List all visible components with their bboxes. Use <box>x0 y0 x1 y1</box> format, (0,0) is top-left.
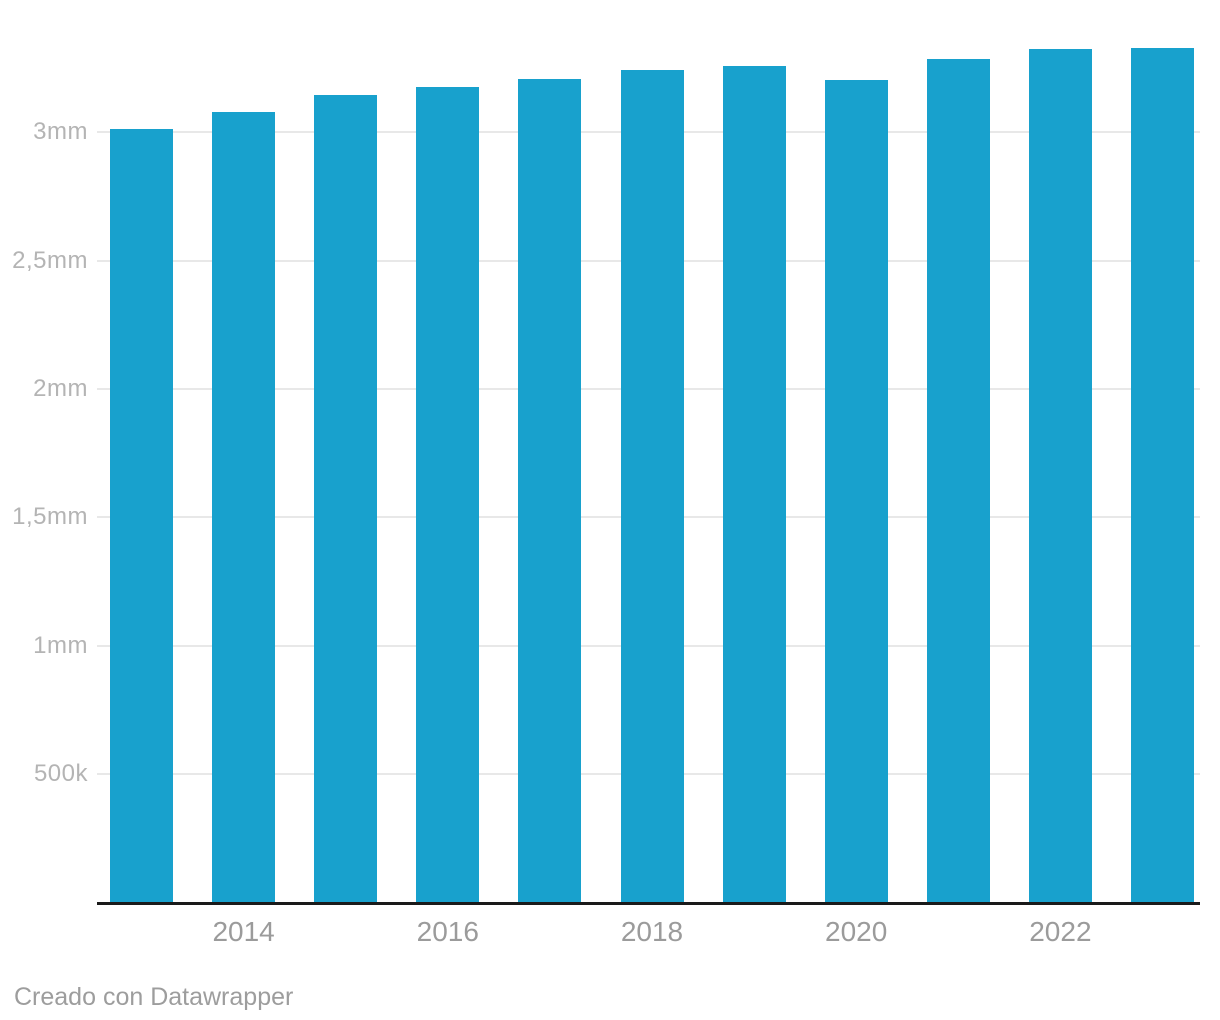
y-tick-label: 1mm <box>33 631 88 659</box>
datawrapper-credit-link[interactable]: Creado con Datawrapper <box>14 983 294 1011</box>
y-tick-label: 2,5mm <box>12 246 88 274</box>
bar-2022 <box>1028 49 1092 902</box>
bar-2021 <box>926 59 990 902</box>
x-axis-line <box>97 902 1200 905</box>
x-tick-label: 2022 <box>1029 916 1092 947</box>
bar-2014 <box>212 112 276 902</box>
bar-2023 <box>1131 48 1194 902</box>
y-tick-label: 1,5mm <box>12 503 88 531</box>
bar-2017 <box>518 78 582 902</box>
chart-footer: Creado con Datawrapper <box>14 982 293 1012</box>
bar-2016 <box>416 86 480 902</box>
x-tick-label: 2018 <box>620 916 684 947</box>
bar-2018 <box>620 70 684 902</box>
bar-2019 <box>722 65 786 902</box>
bar-2013 <box>110 129 173 902</box>
x-tick-label: 2016 <box>416 916 479 947</box>
bar-2015 <box>314 94 378 902</box>
bar-2020 <box>824 80 888 902</box>
y-tick-label: 500k <box>33 760 88 788</box>
y-tick-label: 2mm <box>33 374 88 402</box>
x-tick-label: 2014 <box>212 916 275 947</box>
y-tick-label: 3mm <box>33 118 88 146</box>
x-tick-label: 2020 <box>825 916 888 947</box>
